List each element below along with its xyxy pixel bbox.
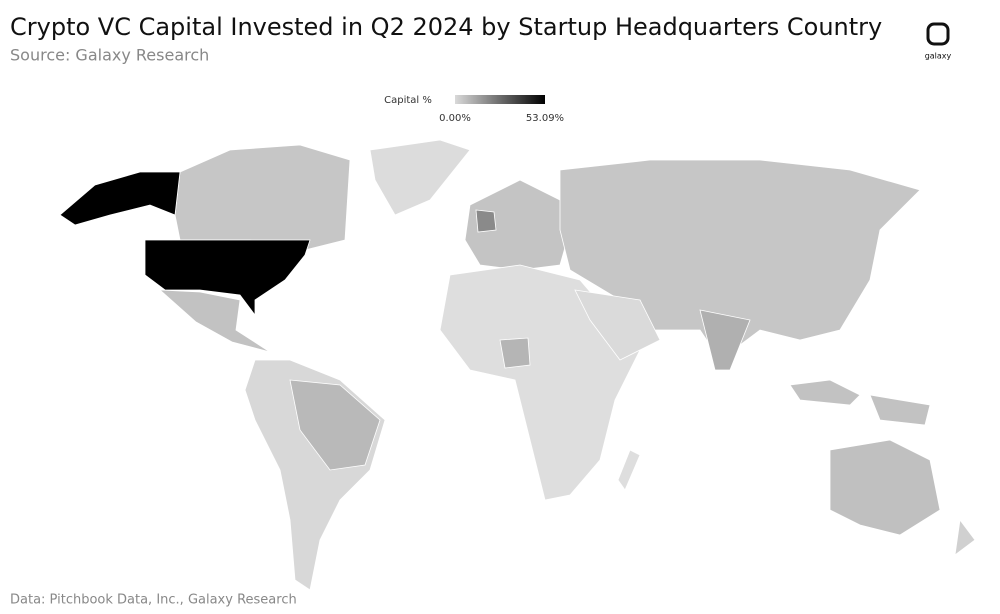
region: [559, 159, 921, 361]
region: [869, 394, 931, 426]
country-max: [144, 239, 311, 317]
region: [954, 518, 976, 556]
region: [289, 379, 381, 471]
region: [174, 144, 351, 251]
logo-text: galaxy: [925, 52, 952, 61]
region: [439, 264, 641, 501]
region: [789, 379, 861, 406]
region: [369, 139, 471, 216]
subtitle: Source: Galaxy Research: [10, 46, 209, 65]
region: [499, 337, 531, 369]
logo: galaxy: [925, 22, 952, 61]
logo-icon: [926, 22, 950, 46]
region: [158, 289, 271, 353]
legend-tick-label: 0.00%: [439, 113, 471, 124]
region: [699, 309, 751, 371]
region: [475, 209, 497, 233]
title: Crypto VC Capital Invested in Q2 2024 by…: [10, 13, 882, 41]
country-max: [59, 171, 181, 226]
region: [574, 289, 661, 361]
footer: Data: Pitchbook Data, Inc., Galaxy Resea…: [10, 593, 297, 608]
map: [59, 139, 976, 591]
legend-bar: [455, 95, 545, 104]
legend-tick-label: 53.09%: [526, 113, 564, 124]
region: [464, 179, 571, 271]
legend-title: Capital %: [384, 95, 432, 106]
region: [829, 439, 941, 536]
region: [617, 449, 641, 491]
